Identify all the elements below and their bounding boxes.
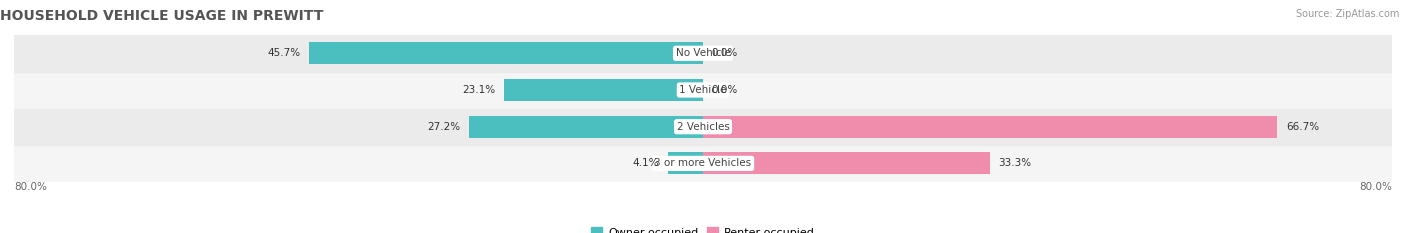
Text: 33.3%: 33.3% <box>998 158 1032 168</box>
Text: 45.7%: 45.7% <box>267 48 301 58</box>
Text: 2 Vehicles: 2 Vehicles <box>676 122 730 132</box>
Bar <box>668 152 703 174</box>
Text: HOUSEHOLD VEHICLE USAGE IN PREWITT: HOUSEHOLD VEHICLE USAGE IN PREWITT <box>0 9 323 23</box>
Text: 80.0%: 80.0% <box>14 182 46 192</box>
Text: 0.0%: 0.0% <box>711 85 738 95</box>
Bar <box>468 116 703 138</box>
Bar <box>309 42 703 64</box>
Bar <box>703 152 990 174</box>
Text: 23.1%: 23.1% <box>463 85 495 95</box>
Text: 27.2%: 27.2% <box>427 122 460 132</box>
Text: 3 or more Vehicles: 3 or more Vehicles <box>654 158 752 168</box>
Text: 0.0%: 0.0% <box>711 48 738 58</box>
Text: No Vehicle: No Vehicle <box>675 48 731 58</box>
Bar <box>14 72 1392 108</box>
Bar <box>505 79 703 101</box>
Text: Source: ZipAtlas.com: Source: ZipAtlas.com <box>1295 9 1399 19</box>
Bar <box>14 145 1392 182</box>
Bar <box>14 108 1392 145</box>
Bar <box>703 116 1278 138</box>
Text: 1 Vehicle: 1 Vehicle <box>679 85 727 95</box>
Bar <box>14 35 1392 72</box>
Legend: Owner-occupied, Renter-occupied: Owner-occupied, Renter-occupied <box>592 227 814 233</box>
Text: 80.0%: 80.0% <box>1360 182 1392 192</box>
Text: 66.7%: 66.7% <box>1286 122 1319 132</box>
Text: 4.1%: 4.1% <box>633 158 659 168</box>
